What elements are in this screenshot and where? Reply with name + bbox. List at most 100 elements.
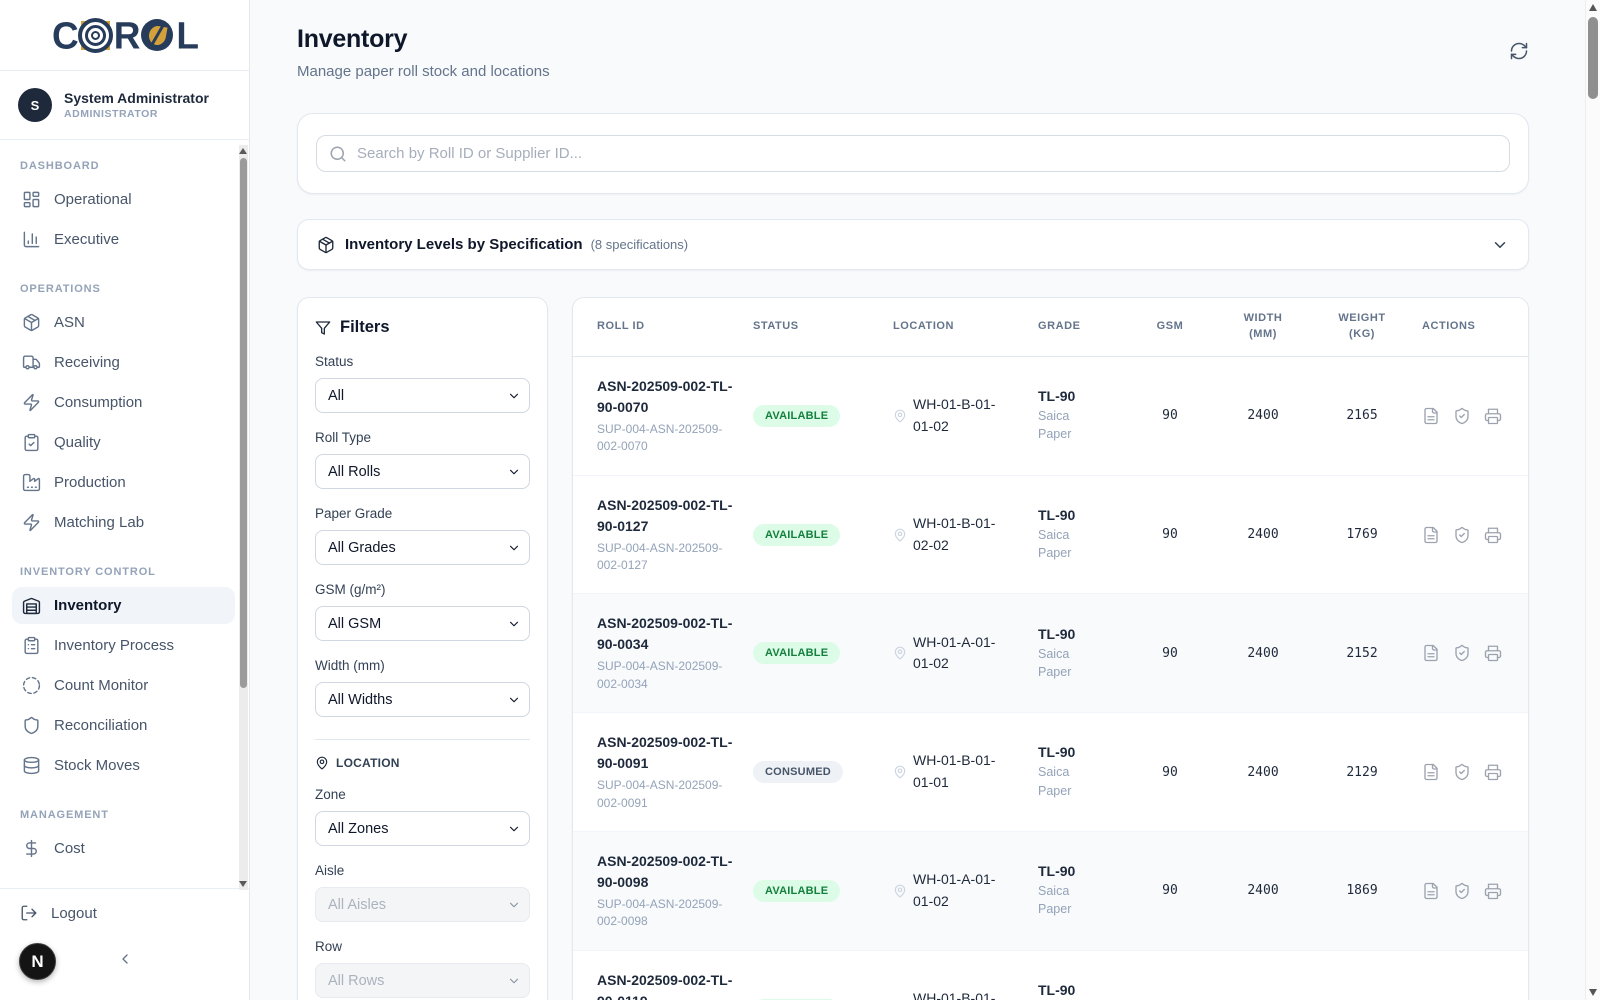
- sidebar-item-asn[interactable]: ASN: [12, 304, 235, 341]
- filter-paper-grade-select[interactable]: All Grades: [315, 530, 530, 565]
- sidebar-scroll-down-arrow[interactable]: [239, 881, 247, 887]
- sidebar-item-stock-moves[interactable]: Stock Moves: [12, 747, 235, 784]
- sidebar-item-inventory-process[interactable]: Inventory Process: [12, 627, 235, 664]
- sidebar-item-matching-lab[interactable]: Matching Lab: [12, 504, 235, 541]
- file-text-icon: [1422, 644, 1440, 662]
- dollar-icon: [22, 839, 41, 858]
- sidebar-item-inventory[interactable]: Inventory: [12, 587, 235, 624]
- filter-zone-select[interactable]: All Zones: [315, 811, 530, 846]
- sidebar-scrollbar-thumb[interactable]: [240, 158, 247, 688]
- sidebar-item-label: Receiving: [54, 354, 120, 371]
- weight-value: 2165: [1312, 356, 1412, 476]
- map-pin-icon: [893, 765, 907, 779]
- file-text-action-button[interactable]: [1422, 526, 1440, 544]
- sidebar-item-receiving[interactable]: Receiving: [12, 344, 235, 381]
- printer-action-button[interactable]: [1484, 882, 1502, 900]
- shield-check-action-button[interactable]: [1453, 882, 1471, 900]
- sidebar-item-operational[interactable]: Operational: [12, 181, 235, 218]
- supplier-id: SUP-004-ASN-202509-002-0127: [597, 540, 723, 573]
- spec-panel-toggle[interactable]: Inventory Levels by Specification (8 spe…: [297, 219, 1529, 270]
- map-pin-icon: [893, 646, 907, 660]
- location-code: WH-01-B-01-01-02: [913, 396, 996, 434]
- sidebar-item-label: Inventory: [54, 597, 122, 614]
- filter-status-select[interactable]: All: [315, 378, 530, 413]
- sidebar-item-executive[interactable]: Executive: [12, 221, 235, 258]
- location-cell: WH-01-B-01-01-01: [883, 712, 1028, 832]
- actions-cell: [1412, 712, 1528, 832]
- shield-check-action-button[interactable]: [1453, 526, 1471, 544]
- gsm-value: 90: [1126, 593, 1214, 714]
- divider: [315, 739, 530, 740]
- sidebar-item-production[interactable]: Production: [12, 464, 235, 501]
- file-text-action-button[interactable]: [1422, 882, 1440, 900]
- roll-id: ASN-202509-002-TL-90-0127: [597, 496, 733, 534]
- filter-label-paper-grade: Paper Grade: [315, 506, 393, 521]
- sidebar-item-count-monitor[interactable]: Count Monitor: [12, 667, 235, 704]
- sidebar-item-label: Inventory Process: [54, 637, 175, 654]
- spec-panel-title: Inventory Levels by Specification: [345, 236, 583, 253]
- shield-icon: [22, 716, 41, 735]
- filter-select-wrap: All Rolls: [315, 454, 530, 489]
- refresh-icon: [1509, 41, 1529, 61]
- grade: TL-90: [1038, 388, 1076, 405]
- user-card: S System Administrator ADMINISTRATOR: [0, 71, 249, 140]
- width-value: 2400: [1214, 950, 1312, 1000]
- supplier-id: SUP-004-ASN-202509-002-0091: [597, 778, 723, 810]
- filter-select-wrap: All Zones: [315, 811, 530, 846]
- printer-action-button[interactable]: [1484, 407, 1502, 425]
- sidebar-item-label: Matching Lab: [54, 514, 145, 531]
- sidebar-scroll-up-arrow[interactable]: [239, 148, 247, 154]
- printer-icon: [1484, 407, 1502, 425]
- status-badge: AVAILABLE: [753, 998, 841, 1000]
- file-text-action-button[interactable]: [1422, 407, 1440, 425]
- inventory-row: ASN-202509-002-TL-90-0127 SUP-004-ASN-202…: [573, 475, 1528, 595]
- sidebar-item-quality[interactable]: Quality: [12, 424, 235, 461]
- roll-id-cell: ASN-202509-002-TL-90-0034 SUP-004-ASN-202…: [573, 593, 743, 714]
- refresh-button[interactable]: [1509, 41, 1529, 64]
- sidebar-item-cost[interactable]: Cost: [12, 830, 235, 867]
- page-title: Inventory: [297, 25, 408, 53]
- filter-width-mm-select[interactable]: All Widths: [315, 682, 530, 717]
- location-section-header: LOCATION: [315, 756, 530, 770]
- file-text-icon: [1422, 882, 1440, 900]
- map-pin-icon: [315, 756, 329, 770]
- roll-id-cell: ASN-202509-002-TL-90-0070 SUP-004-ASN-202…: [573, 356, 743, 476]
- page-scrollbar-thumb[interactable]: [1588, 17, 1598, 99]
- column-header-actions: ACTIONS: [1412, 298, 1528, 357]
- status-badge: AVAILABLE: [753, 404, 841, 427]
- printer-action-button[interactable]: [1484, 644, 1502, 662]
- nextjs-dev-button[interactable]: N: [19, 943, 56, 980]
- page-scroll-down-arrow[interactable]: [1589, 989, 1597, 996]
- sidebar-item-consumption[interactable]: Consumption: [12, 384, 235, 421]
- search-input[interactable]: [316, 135, 1510, 172]
- column-header-width-mm: WIDTH (MM): [1214, 298, 1312, 357]
- location-code: WH-01-B-01-02-01: [913, 989, 996, 1000]
- collapse-sidebar-button[interactable]: [117, 951, 133, 970]
- location-code: WH-01-B-01-01-01: [913, 752, 996, 791]
- filter-roll-type-select[interactable]: All Rolls: [315, 454, 530, 489]
- file-text-icon: [1422, 407, 1440, 425]
- sidebar-nav: DASHBOARD Operational Executive OPERATIONS A…: [0, 140, 249, 888]
- content-row: Filters Status All Roll Type All Rolls Paper…: [297, 297, 1529, 1000]
- sidebar-item-label: Production: [54, 474, 126, 491]
- logout-button[interactable]: Logout: [20, 904, 229, 922]
- status-badge: AVAILABLE: [753, 879, 841, 902]
- page-scrollbar[interactable]: [1585, 0, 1600, 1000]
- file-text-action-button[interactable]: [1422, 763, 1440, 781]
- truck-icon: [22, 353, 41, 372]
- file-text-action-button[interactable]: [1422, 644, 1440, 662]
- location-cell: WH-01-A-01-01-02: [883, 831, 1028, 951]
- location-section-title: LOCATION: [336, 756, 400, 770]
- printer-action-button[interactable]: [1484, 526, 1502, 544]
- filter-gsm-g-m-select[interactable]: All GSM: [315, 606, 530, 641]
- page-scroll-up-arrow[interactable]: [1589, 4, 1597, 11]
- printer-icon: [1484, 644, 1502, 662]
- shield-check-action-button[interactable]: [1453, 763, 1471, 781]
- printer-action-button[interactable]: [1484, 763, 1502, 781]
- sidebar-item-reconciliation[interactable]: Reconciliation: [12, 707, 235, 744]
- shield-check-action-button[interactable]: [1453, 407, 1471, 425]
- gsm-value: 90: [1126, 831, 1214, 951]
- sidebar-scrollbar[interactable]: [239, 145, 248, 890]
- sidebar-item-label: Quality: [54, 434, 101, 451]
- shield-check-action-button[interactable]: [1453, 644, 1471, 662]
